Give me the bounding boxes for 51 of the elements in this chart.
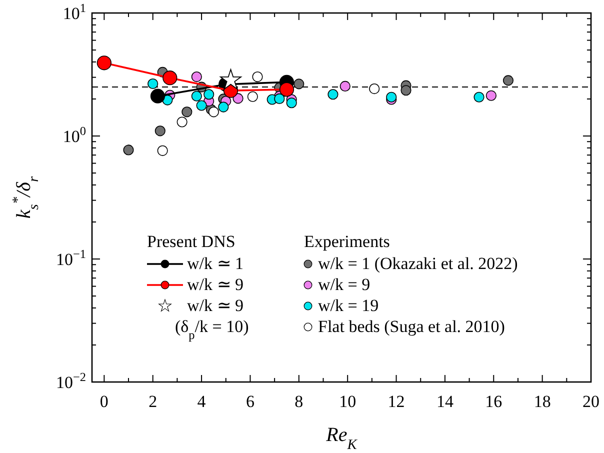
x-axis-title: Re$_{K}$ (325, 424, 358, 453)
legend-label: w/k = 19 (318, 296, 379, 315)
point (162, 70, 178, 86)
point (220, 69, 242, 90)
point (340, 80, 350, 92)
point (96, 56, 112, 70)
point (196, 100, 207, 111)
point (191, 90, 202, 102)
x-tick-label: 12 (388, 392, 405, 411)
annotation: Experiments (304, 232, 390, 251)
point (154, 126, 166, 136)
legend-label: w/k ≃ 9 (δ$_{p}$/k = 10) (175, 296, 249, 342)
point (279, 82, 294, 97)
legend-label: w/k ≃ 9 (187, 275, 244, 294)
point (218, 102, 229, 112)
point (369, 84, 380, 94)
point (182, 106, 192, 118)
x-tick-label: 14 (436, 392, 454, 411)
point (191, 72, 202, 82)
x-tick-label: 6 (246, 392, 254, 411)
legend-label: w/k = 9 (318, 275, 370, 294)
x-tick-label: 8 (294, 392, 304, 411)
x-tick-label: 4 (197, 392, 206, 411)
legend-label: Flat beds (Suga et al. 2010) (318, 317, 505, 336)
legend-label: w/k ≃ 1 (187, 254, 244, 273)
x-tick-label: 2 (148, 392, 158, 411)
legend-label: w/k = 1 (Okazaki et al. 2022) (318, 254, 518, 273)
point (123, 144, 134, 156)
y-tick-label: 10$^{−1}$ (56, 247, 86, 269)
x-tick-label: 18 (534, 392, 551, 411)
y-tick-label: 10$^{1}$ (62, 1, 86, 23)
point (208, 106, 219, 118)
point (294, 78, 304, 90)
x-tick-label: 0 (100, 392, 108, 411)
y-tick-label: 10$^{−2}$ (56, 370, 86, 392)
point (274, 93, 285, 104)
point (386, 92, 397, 102)
point (486, 90, 496, 101)
point (148, 78, 158, 90)
x-tick-label: 20 (582, 392, 600, 411)
point (474, 92, 484, 102)
point (328, 89, 338, 100)
point (286, 98, 297, 108)
annotation: Present DNS (147, 232, 236, 251)
y-tick-label: 10$^{0}$ (62, 124, 86, 146)
point (400, 85, 412, 96)
point (502, 75, 514, 86)
x-tick-label: 16 (485, 392, 502, 411)
point (150, 88, 166, 104)
x-tick-label: 10 (339, 392, 356, 411)
point (204, 89, 214, 100)
